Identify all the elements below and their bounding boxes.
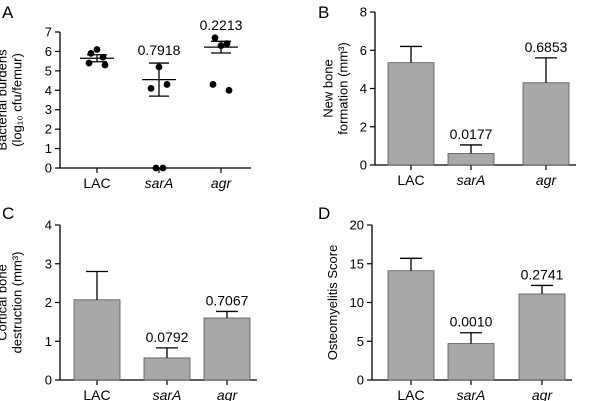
bar (387, 270, 435, 381)
category-label: agr (211, 175, 233, 191)
data-point (211, 34, 219, 42)
y-tick-label: 4 (45, 83, 52, 98)
y-tick-label: 7 (45, 25, 52, 40)
p-value-label: 0.0177 (450, 126, 493, 142)
category-label: agr (532, 387, 554, 401)
bar (387, 62, 435, 166)
bar (203, 317, 251, 381)
data-point (225, 86, 233, 94)
category-label: sarA (145, 175, 174, 191)
y-tick-label: 6 (45, 44, 52, 59)
category-label: agr (536, 172, 558, 188)
data-point (209, 81, 217, 88)
category-label: sarA (457, 172, 486, 188)
y-tick-label: 15 (350, 256, 364, 271)
chart-panel-d: 0 5 10 15 20 Osteomyelitis Score LAC sarA agr 0.0… (325, 218, 572, 401)
chart-panel-b: 0 2 4 6 8 New bone formation (mm³) LAC sarA agr 0.… (321, 5, 576, 188)
panel-letter-b: B (318, 3, 329, 22)
category-label: LAC (83, 387, 110, 401)
panel-letter-d: D (318, 204, 330, 223)
chart-panel-c: 0 1 2 3 4 Cortical bone destruction (mm³) LAC sa… (0, 218, 257, 401)
p-value-label: 0.7067 (206, 292, 249, 308)
p-value-label: 0.7918 (138, 42, 181, 58)
category-label: LAC (397, 387, 424, 401)
y-axis-label: Osteomyelitis Score (325, 245, 340, 361)
y-tick-label: 3 (45, 102, 52, 117)
y-axis-label: (log₁₀ cfu/femur) (10, 53, 25, 147)
p-value-label: 0.6853 (525, 39, 568, 55)
panel-letter-a: A (2, 3, 14, 22)
y-tick-label: 1 (45, 334, 52, 349)
category-label: sarA (153, 387, 182, 401)
y-tick-label: 4 (45, 218, 52, 233)
y-tick-label: 3 (45, 256, 52, 271)
y-tick-label: 0 (357, 373, 364, 388)
y-tick-label: 5 (45, 63, 52, 78)
y-axis-label: destruction (mm³) (10, 252, 25, 354)
y-tick-label: 5 (357, 334, 364, 349)
data-point (87, 49, 95, 57)
category-label: LAC (397, 172, 424, 188)
data-point (147, 84, 155, 92)
data-point (99, 53, 107, 61)
y-tick-label: 0 (45, 373, 52, 388)
data-point (163, 81, 171, 88)
data-point (85, 59, 93, 67)
category-label: LAC (83, 175, 110, 191)
panel-letter-c: C (2, 204, 14, 223)
category-label: sarA (457, 387, 486, 401)
p-value-label: 0.0792 (146, 329, 189, 345)
y-axis-label: formation (mm³) (336, 42, 351, 134)
y-tick-label: 6 (360, 43, 367, 58)
bar (143, 357, 191, 381)
chart-panel-a: 0 1 2 3 4 5 6 7 Bacterial burdens (log₁₀ cfu/femu… (0, 17, 251, 191)
y-tick-label: 1 (45, 141, 52, 156)
category-label: agr (217, 387, 239, 401)
p-value-label: 0.2213 (200, 17, 243, 33)
bar (522, 82, 570, 166)
y-tick-label: 0 (45, 161, 52, 176)
y-tick-label: 2 (45, 295, 52, 310)
y-tick-label: 2 (45, 122, 52, 137)
y-axis-label: Cortical bone (0, 264, 10, 341)
data-point (101, 61, 109, 69)
y-axis-label: New bone (321, 59, 336, 118)
y-axis-label: Bacterial burdens (0, 49, 10, 151)
bar (447, 153, 495, 166)
p-value-label: 0.0010 (450, 314, 493, 330)
y-tick-label: 10 (350, 295, 364, 310)
data-point (152, 164, 160, 172)
y-tick-label: 20 (350, 218, 364, 233)
bar (73, 299, 121, 381)
y-tick-label: 2 (360, 119, 367, 134)
y-tick-label: 0 (360, 158, 367, 173)
bar (518, 293, 566, 381)
p-value-label: 0.2741 (521, 266, 564, 282)
data-point (159, 164, 167, 172)
y-tick-label: 8 (360, 5, 367, 20)
data-point (93, 46, 101, 53)
y-tick-label: 4 (360, 81, 367, 96)
bar (447, 343, 495, 381)
